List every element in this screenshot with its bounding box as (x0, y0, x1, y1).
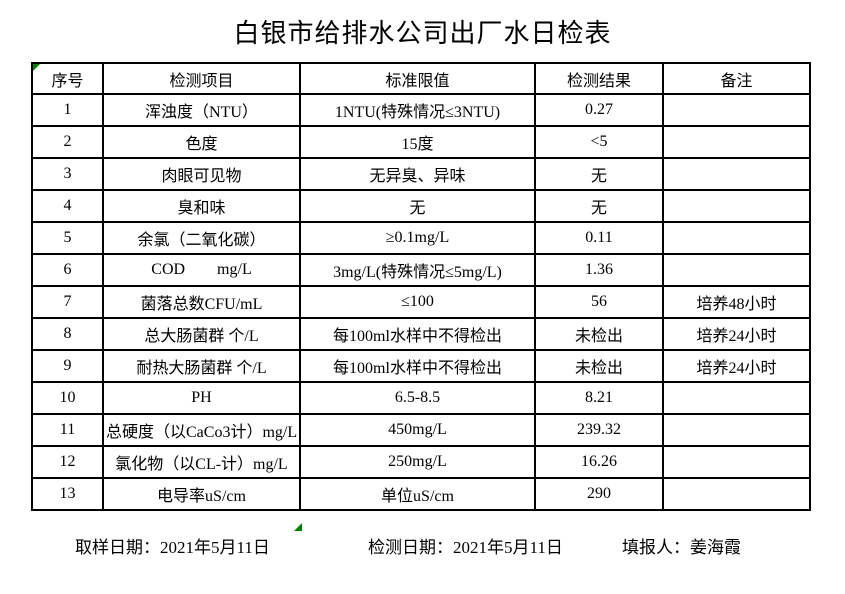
cell-limit: ≥0.1mg/L (299, 221, 536, 255)
cell-limit: 250mg/L (299, 445, 536, 479)
cell-item: 色度 (102, 125, 301, 159)
cell-limit: 每100ml水样中不得检出 (299, 349, 536, 383)
header-row: 序号 检测项目 标准限值 检测结果 备注 (31, 62, 811, 95)
cell-no: 4 (31, 189, 104, 223)
table-body: 1 浑浊度（NTU） 1NTU(特殊情况≤3NTU) 0.27 2 色度 15度 <5 3 肉眼可… (31, 93, 811, 511)
cell-item: 臭和味 (102, 189, 301, 223)
cell-no: 6 (31, 253, 104, 287)
reporter: 填报人：姜海霞 (622, 538, 741, 557)
cell-result: 56 (534, 285, 664, 319)
cell-result: 239.32 (534, 413, 664, 447)
table-row: 1 浑浊度（NTU） 1NTU(特殊情况≤3NTU) 0.27 (31, 93, 811, 127)
table-row: 4 臭和味无无 (31, 189, 811, 223)
cell-result: 290 (534, 477, 664, 511)
cell-limit: 每100ml水样中不得检出 (299, 317, 536, 351)
cell-note (662, 413, 811, 447)
cell-result: 0.11 (534, 221, 664, 255)
cell-note (662, 477, 811, 511)
cell-note (662, 381, 811, 415)
cell-item: 总大肠菌群 个/L (102, 317, 301, 351)
cell-note (662, 93, 811, 127)
cell-result: 未检出 (534, 317, 664, 351)
table-row: 11 总硬度（以CaCo3计）mg/L 450mg/L 239.32 (31, 413, 811, 447)
column-header: 检测结果 (534, 62, 664, 95)
cell-note (662, 445, 811, 479)
cell-no: 10 (31, 381, 104, 415)
cell-no: 7 (31, 285, 104, 319)
table-row: 8 总大肠菌群 个/L 每100ml水样中不得检出 未检出 培养24小时 (31, 317, 811, 351)
table-row: 2 色度 15度 <5 (31, 125, 811, 159)
inspection-table: 序号 检测项目 标准限值 检测结果 备注 1 浑浊度（NTU） 1NTU(特殊情况≤3NTU… (31, 62, 811, 511)
table-row: 5 余氯（二氧化碳） ≥0.1mg/L 0.11 (31, 221, 811, 255)
table-row: 9 耐热大肠菌群 个/L 每100ml水样中不得检出 未检出 培养24小时 (31, 349, 811, 383)
cell-note (662, 253, 811, 287)
cell-no: 13 (31, 477, 104, 511)
cell-note: 培养24小时 (662, 317, 811, 351)
cell-item: 耐热大肠菌群 个/L (102, 349, 301, 383)
cell-limit: 15度 (299, 125, 536, 159)
cell-item: COD mg/L (102, 253, 301, 287)
page-title: 白银市给排水公司出厂水日检表 (233, 19, 612, 49)
cell-limit: 无异臭、异味 (299, 157, 536, 191)
cell-note (662, 157, 811, 191)
cell-no: 1 (31, 93, 104, 127)
excel-corner-flag-icon (33, 64, 40, 71)
column-header: 序号 (31, 62, 104, 95)
cell-item: PH (102, 381, 301, 415)
cell-result: 无 (534, 189, 664, 223)
table-row: 6 COD mg/L 3mg/L(特殊情况≤5mg/L) 1.36 (31, 253, 811, 287)
table-row: 10 PH 6.5-8.5 8.21 (31, 381, 811, 415)
cell-result: 8.21 (534, 381, 664, 415)
table-row: 7 菌落总数CFU/mL ≤100 56 培养48小时 (31, 285, 811, 319)
cell-item: 菌落总数CFU/mL (102, 285, 301, 319)
footer: 取样日期：2021年5月11日 检测日期：2021年5月11日 填报人：姜海霞 (0, 533, 845, 559)
cell-result: 0.27 (534, 93, 664, 127)
cell-limit: 1NTU(特殊情况≤3NTU) (299, 93, 536, 127)
test-date: 检测日期：2021年5月11日 (368, 538, 563, 557)
cell-note: 培养48小时 (662, 285, 811, 319)
cell-note (662, 189, 811, 223)
cell-result: 未检出 (534, 349, 664, 383)
column-header: 备注 (662, 62, 811, 95)
cell-no: 3 (31, 157, 104, 191)
cell-item: 氯化物（以CL-计）mg/L (102, 445, 301, 479)
sampling-date: 取样日期：2021年5月11日 (75, 538, 270, 557)
cell-note: 培养24小时 (662, 349, 811, 383)
cell-limit: 无 (299, 189, 536, 223)
column-header: 标准限值 (299, 62, 536, 95)
cell-limit: ≤100 (299, 285, 536, 319)
column-header: 检测项目 (102, 62, 301, 95)
cell-result: 无 (534, 157, 664, 191)
cell-item: 电导率uS/cm (102, 477, 301, 511)
table-row: 12 氯化物（以CL-计）mg/L 250mg/L 16.26 (31, 445, 811, 479)
cell-no: 11 (31, 413, 104, 447)
excel-bottom-flag-icon (294, 523, 302, 531)
cell-no: 9 (31, 349, 104, 383)
cell-limit: 3mg/L(特殊情况≤5mg/L) (299, 253, 536, 287)
cell-item: 余氯（二氧化碳） (102, 221, 301, 255)
cell-limit: 6.5-8.5 (299, 381, 536, 415)
cell-result: 1.36 (534, 253, 664, 287)
cell-result: <5 (534, 125, 664, 159)
cell-item: 总硬度（以CaCo3计）mg/L (102, 413, 301, 447)
cell-item: 肉眼可见物 (102, 157, 301, 191)
cell-note (662, 125, 811, 159)
cell-note (662, 221, 811, 255)
cell-limit: 450mg/L (299, 413, 536, 447)
cell-item: 浑浊度（NTU） (102, 93, 301, 127)
cell-no: 2 (31, 125, 104, 159)
table-header: 序号 检测项目 标准限值 检测结果 备注 (31, 62, 811, 95)
cell-no: 12 (31, 445, 104, 479)
cell-result: 16.26 (534, 445, 664, 479)
table-row: 3 肉眼可见物 无异臭、异味无 (31, 157, 811, 191)
cell-no: 5 (31, 221, 104, 255)
table-row: 13 电导率uS/cm 单位uS/cm 290 (31, 477, 811, 511)
cell-no: 8 (31, 317, 104, 351)
cell-limit: 单位uS/cm (299, 477, 536, 511)
